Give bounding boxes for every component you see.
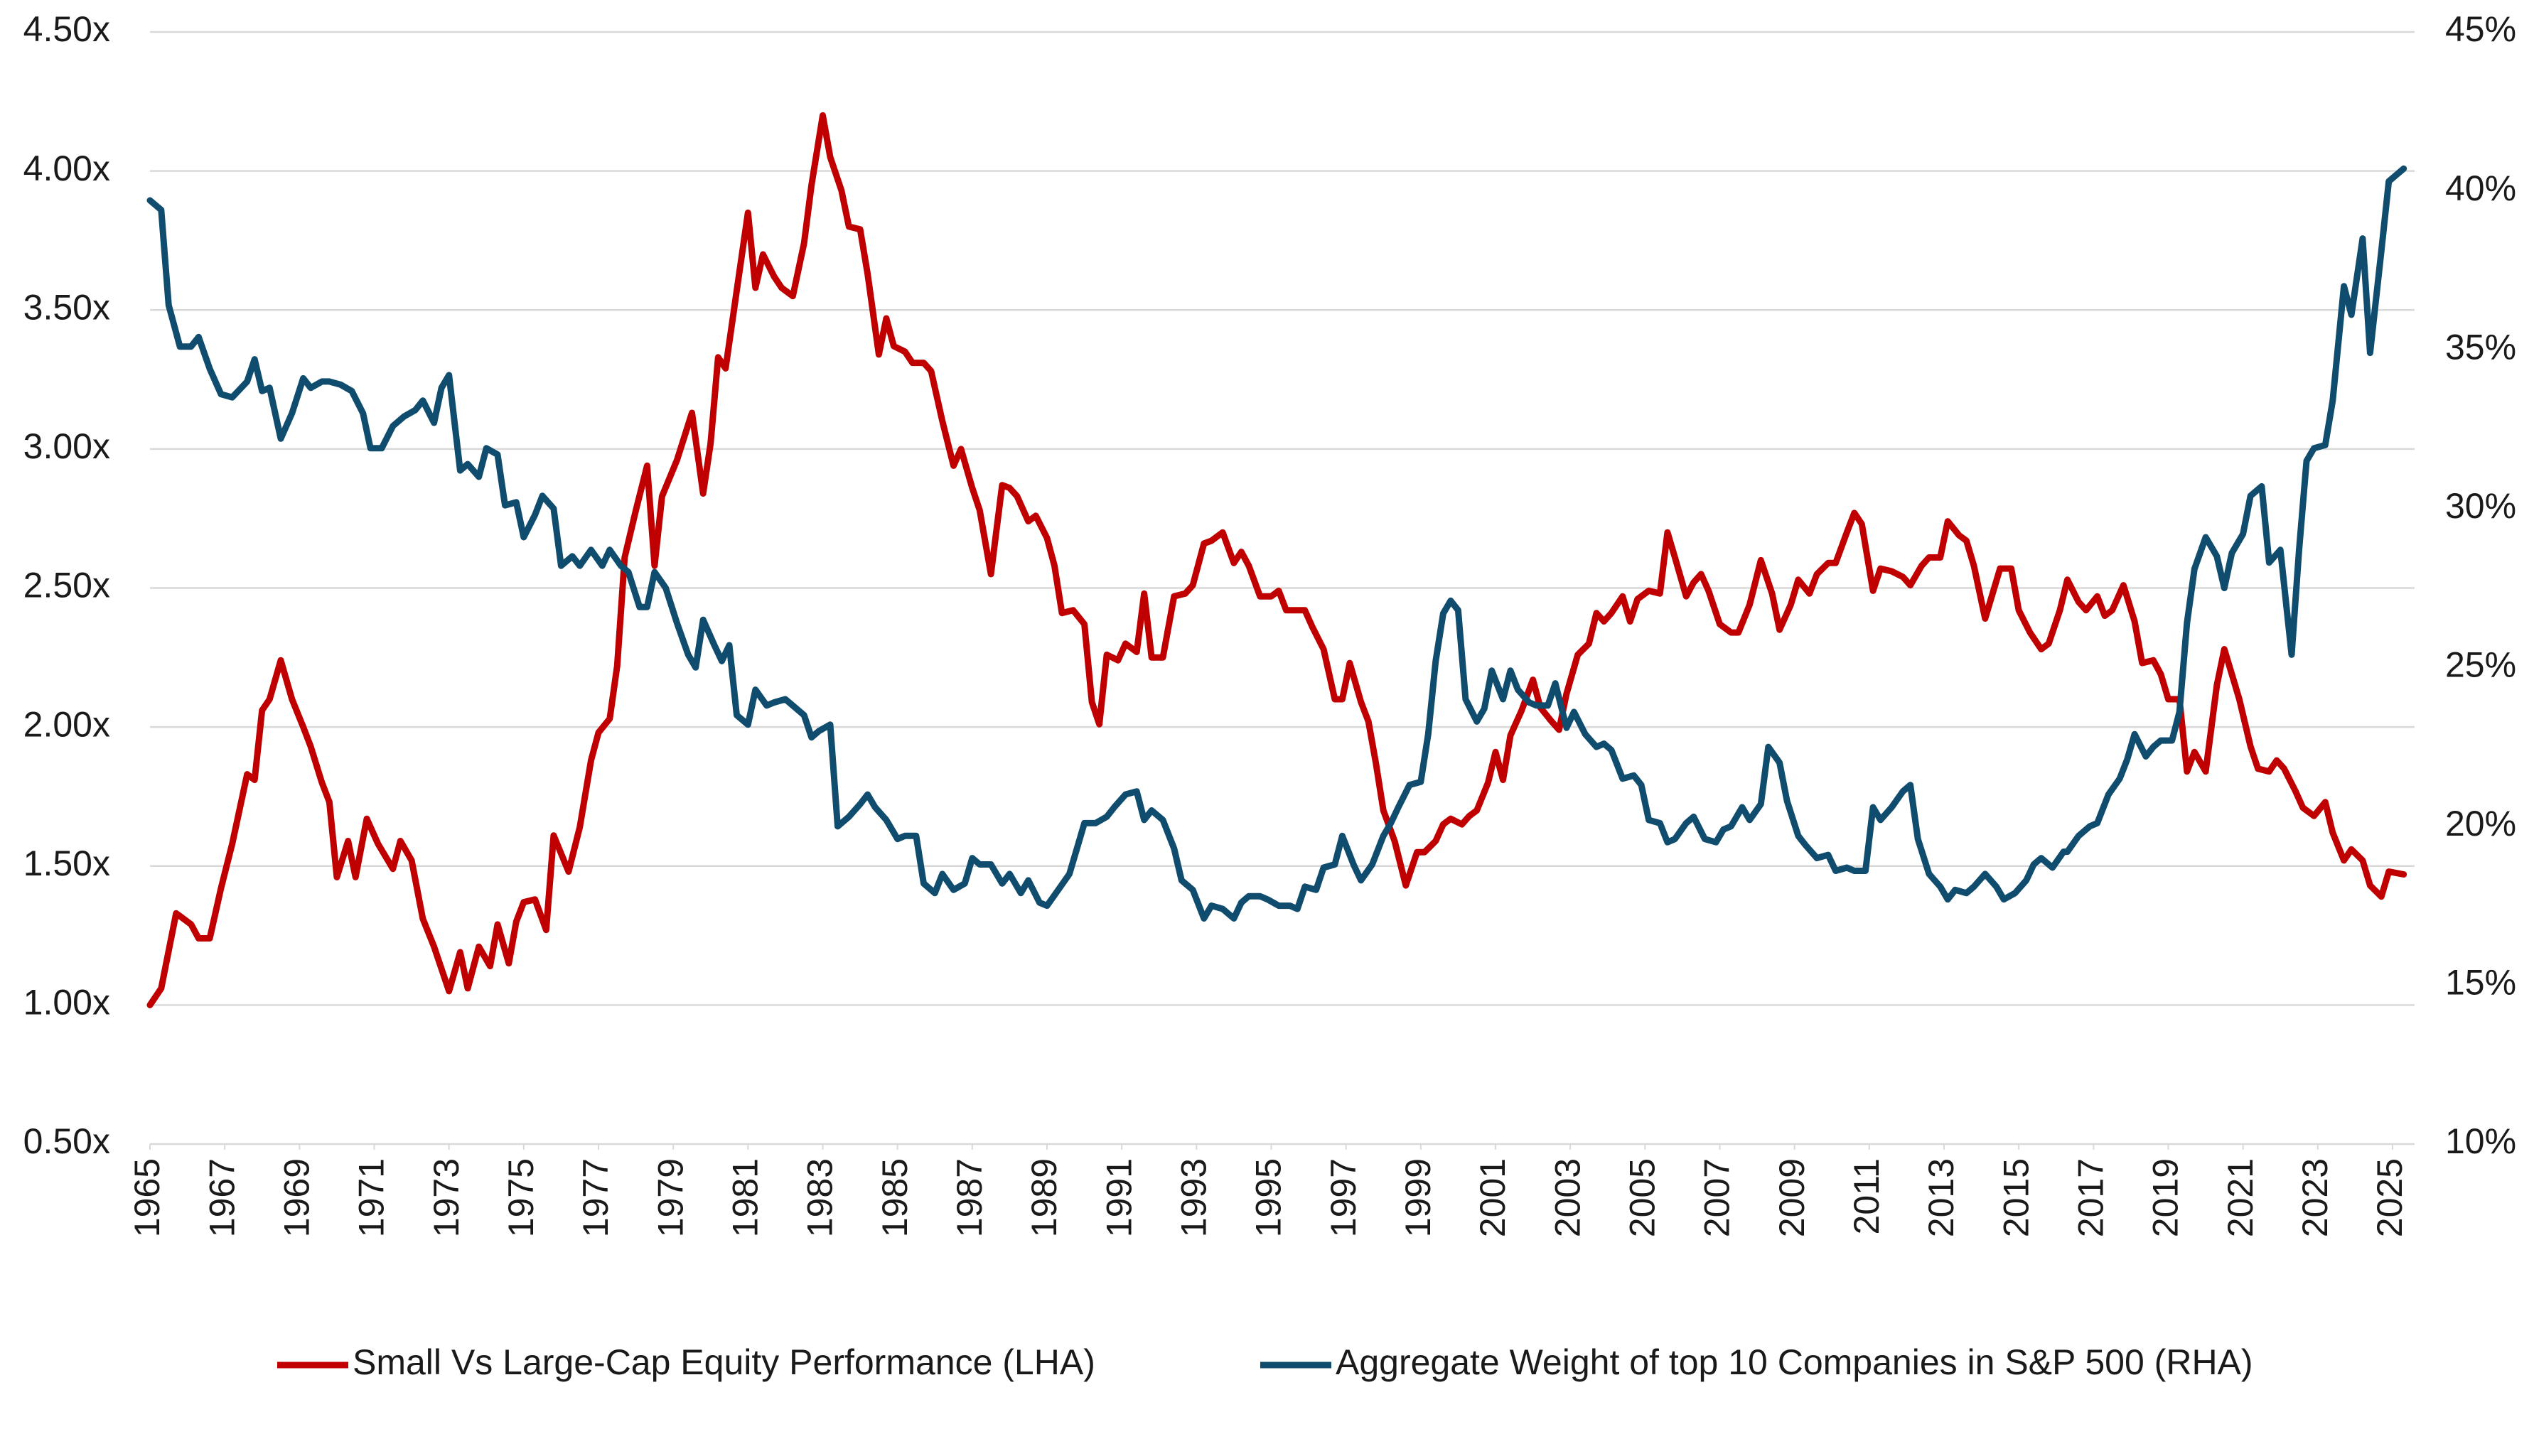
series-line [146,165,2407,922]
x-tick-label: 1995 [1249,1158,1289,1237]
x-tick-label: 1997 [1324,1158,1363,1237]
x-tick-label: 1975 [501,1158,541,1237]
y2-tick-label: 40% [2445,168,2516,208]
y-tick-label: 4.50x [23,9,110,49]
x-tick-label: 2021 [2221,1158,2260,1237]
x-tick-label: 1981 [726,1158,766,1237]
x-tick-label: 1987 [950,1158,989,1237]
x-tick-label: 1977 [576,1158,616,1237]
x-tick-label: 2009 [1772,1158,1812,1237]
x-tick-label: 2013 [1921,1158,1961,1237]
y-tick-label: 3.00x [23,426,110,466]
x-tick-label: 1991 [1099,1158,1139,1237]
x-tick-label: 1979 [650,1158,690,1237]
x-tick-label: 1989 [1024,1158,1064,1237]
y-tick-label: 1.00x [23,983,110,1023]
y-tick-label: 2.50x [23,566,110,605]
x-tick-label: 1999 [1398,1158,1438,1237]
legend-label: Aggregate Weight of top 10 Companies in … [1336,1342,2253,1382]
y2-tick-label: 20% [2445,804,2516,843]
y2-tick-label: 45% [2445,9,2516,49]
y2-tick-label: 30% [2445,486,2516,526]
x-tick-label: 2019 [2146,1158,2186,1237]
x-tick-label: 2005 [1623,1158,1663,1237]
y2-tick-label: 35% [2445,327,2516,367]
x-tick-label: 1971 [352,1158,392,1237]
x-tick-label: 1965 [127,1158,167,1237]
y2-tick-label: 25% [2445,645,2516,684]
x-tick-label: 1969 [277,1158,317,1237]
x-tick-label: 2015 [1996,1158,2036,1237]
y-tick-label: 0.50x [23,1121,110,1161]
x-tick-label: 2011 [1847,1158,1886,1235]
y2-tick-label: 15% [2445,963,2516,1003]
x-tick-label: 2007 [1697,1158,1737,1237]
y-tick-label: 2.00x [23,704,110,744]
y-tick-label: 4.00x [23,149,110,188]
x-tick-label: 1983 [800,1158,840,1237]
series-line [146,112,2407,1008]
x-tick-label: 2023 [2295,1158,2335,1237]
y-tick-label: 3.50x [23,287,110,327]
y-tick-label: 1.50x [23,843,110,883]
x-tick-label: 2001 [1473,1158,1513,1237]
x-tick-label: 1993 [1174,1158,1214,1237]
y2-tick-label: 10% [2445,1121,2516,1161]
x-tick-label: 1985 [875,1158,915,1237]
x-tick-label: 2025 [2370,1158,2410,1237]
x-tick-label: 1973 [426,1158,466,1237]
legend-label: Small Vs Large-Cap Equity Performance (L… [353,1342,1095,1382]
x-tick-label: 2003 [1547,1158,1587,1237]
x-tick-label: 2017 [2071,1158,2111,1237]
x-tick-label: 1967 [202,1158,242,1237]
